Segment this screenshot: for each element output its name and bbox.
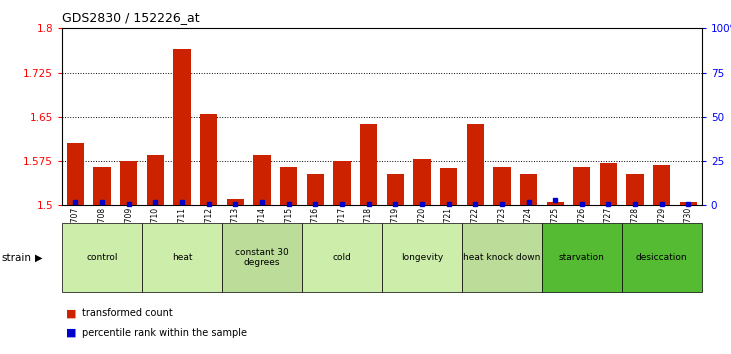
Bar [440,168,457,205]
Bar [307,174,324,205]
Text: desiccation: desiccation [636,253,688,262]
Text: heat: heat [172,253,192,262]
Bar [147,155,164,205]
Bar [280,167,298,205]
Text: percentile rank within the sample: percentile rank within the sample [82,328,247,338]
Bar [227,199,244,205]
Text: GDS2830 / 152226_at: GDS2830 / 152226_at [62,11,200,24]
Bar [173,49,191,205]
Bar [413,159,431,205]
Bar [573,167,591,205]
Bar [94,167,111,205]
Text: strain: strain [1,252,31,263]
Bar [67,143,84,205]
Text: ■: ■ [66,308,76,318]
Bar [600,163,617,205]
Bar [333,161,351,205]
Bar [626,174,644,205]
Text: cold: cold [333,253,352,262]
Bar [360,124,377,205]
Text: constant 30
degrees: constant 30 degrees [235,248,289,267]
Bar [680,202,697,205]
Bar [120,161,137,205]
Text: ■: ■ [66,328,76,338]
Bar [520,174,537,205]
Text: heat knock down: heat knock down [463,253,540,262]
Bar [547,202,564,205]
Bar [254,155,270,205]
Bar [387,174,404,205]
Text: ▶: ▶ [35,252,42,263]
Bar [200,114,217,205]
Bar [493,167,510,205]
Text: starvation: starvation [559,253,605,262]
Text: longevity: longevity [401,253,443,262]
Bar [653,165,670,205]
Bar [466,125,484,205]
Text: control: control [86,253,118,262]
Text: transformed count: transformed count [82,308,173,318]
